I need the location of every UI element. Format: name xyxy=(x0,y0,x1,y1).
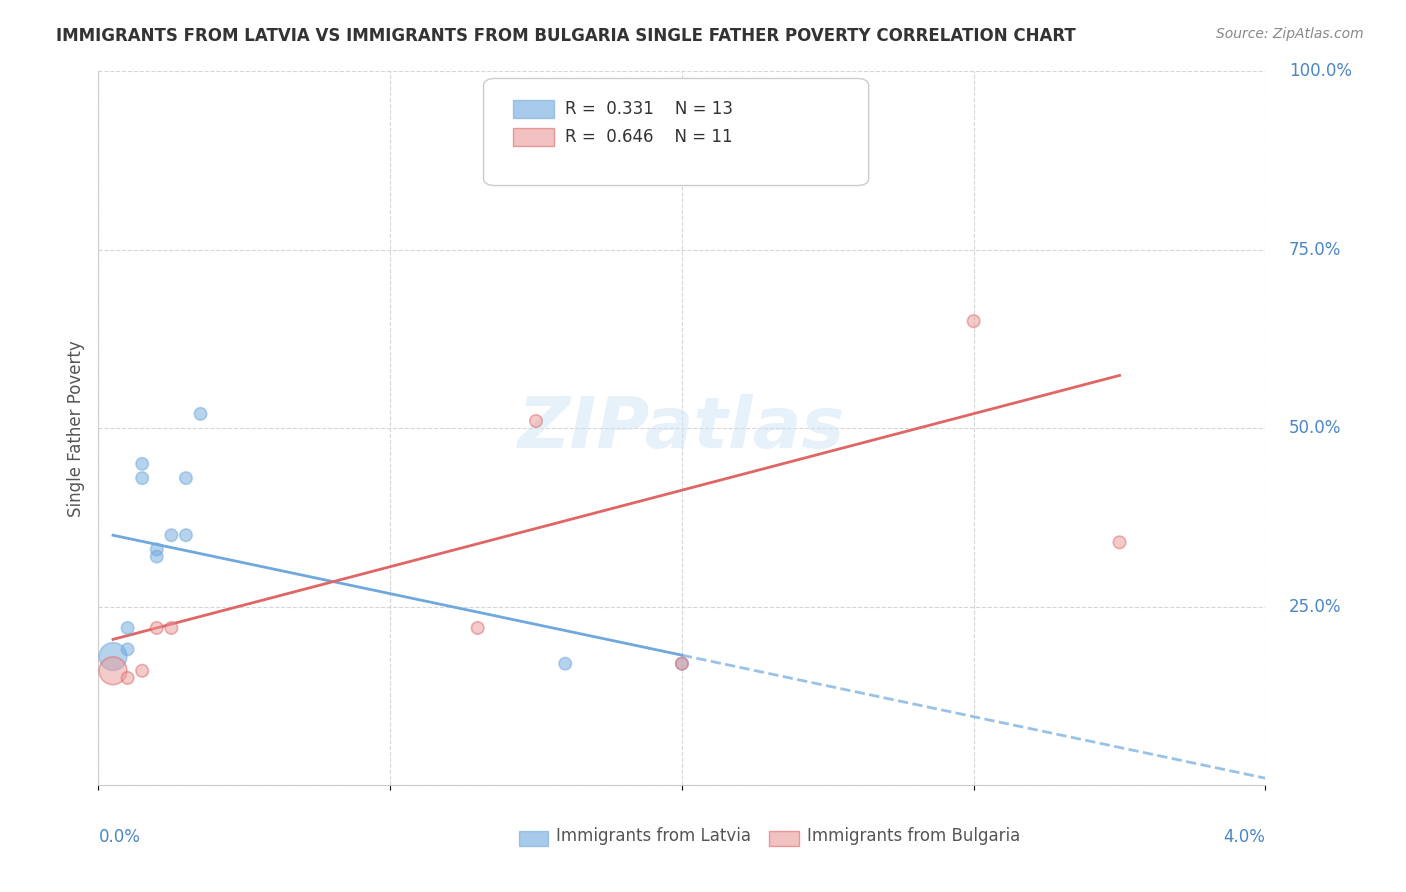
Point xyxy=(160,621,183,635)
Bar xyxy=(769,831,799,846)
Point xyxy=(671,657,693,671)
Text: ZIPatlas: ZIPatlas xyxy=(519,393,845,463)
Point xyxy=(146,549,169,564)
Point xyxy=(467,621,489,635)
Text: 25.0%: 25.0% xyxy=(1289,598,1341,615)
Bar xyxy=(513,128,554,146)
Text: Immigrants from Bulgaria: Immigrants from Bulgaria xyxy=(807,828,1019,846)
Text: 50.0%: 50.0% xyxy=(1289,419,1341,437)
Bar xyxy=(519,831,548,846)
Point xyxy=(117,671,139,685)
Text: 100.0%: 100.0% xyxy=(1289,62,1351,80)
FancyBboxPatch shape xyxy=(484,78,869,186)
Point xyxy=(1108,535,1130,549)
Text: R =  0.646    N = 11: R = 0.646 N = 11 xyxy=(565,128,733,146)
Point xyxy=(962,314,984,328)
Point xyxy=(612,157,634,171)
Point xyxy=(174,528,197,542)
Point xyxy=(174,471,197,485)
Text: Source: ZipAtlas.com: Source: ZipAtlas.com xyxy=(1216,27,1364,41)
Point xyxy=(101,649,124,664)
Bar xyxy=(513,100,554,118)
Point xyxy=(146,542,169,557)
Point xyxy=(524,414,547,428)
Text: Immigrants from Latvia: Immigrants from Latvia xyxy=(555,828,751,846)
Point xyxy=(160,528,183,542)
Point xyxy=(117,642,139,657)
Text: 4.0%: 4.0% xyxy=(1223,828,1265,846)
Point xyxy=(131,457,153,471)
Point xyxy=(146,621,169,635)
Point xyxy=(131,664,153,678)
Text: 75.0%: 75.0% xyxy=(1289,241,1341,259)
Point xyxy=(117,621,139,635)
Text: 0.0%: 0.0% xyxy=(98,828,141,846)
Point xyxy=(131,471,153,485)
Text: R =  0.331    N = 13: R = 0.331 N = 13 xyxy=(565,100,733,118)
Point xyxy=(671,657,693,671)
Point xyxy=(554,657,576,671)
Y-axis label: Single Father Poverty: Single Father Poverty xyxy=(66,340,84,516)
Point xyxy=(101,664,124,678)
Text: IMMIGRANTS FROM LATVIA VS IMMIGRANTS FROM BULGARIA SINGLE FATHER POVERTY CORRELA: IMMIGRANTS FROM LATVIA VS IMMIGRANTS FRO… xyxy=(56,27,1076,45)
Point xyxy=(190,407,212,421)
